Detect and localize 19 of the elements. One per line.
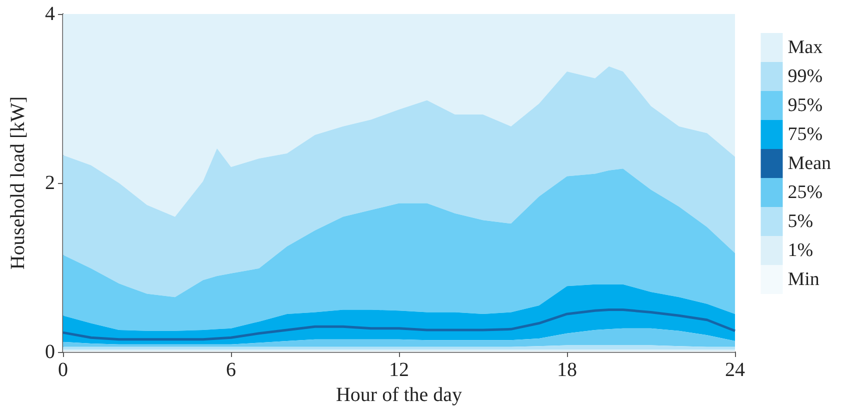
legend-label: Mean	[788, 153, 832, 174]
legend-label: 25%	[788, 182, 823, 203]
y-axis-title: Household load [kW]	[7, 96, 29, 270]
legend-label: 99%	[788, 66, 823, 87]
x-tick-label: 24	[725, 359, 745, 381]
legend-label: 5%	[788, 211, 814, 232]
x-tick-label: 18	[557, 359, 577, 381]
y-tick-label: 2	[45, 172, 55, 194]
legend-label: 95%	[788, 95, 823, 116]
y-tick-label: 4	[45, 3, 55, 25]
legend-label: 75%	[788, 124, 823, 145]
legend-label: Max	[788, 37, 824, 58]
y-tick-label: 0	[45, 341, 55, 363]
x-tick-label: 12	[389, 359, 409, 381]
x-tick-label: 6	[226, 359, 236, 381]
x-axis-title: Hour of the day	[336, 384, 462, 406]
line-series	[62, 308, 736, 341]
legend-label: Min	[788, 269, 820, 290]
legend-label: 1%	[788, 240, 814, 261]
